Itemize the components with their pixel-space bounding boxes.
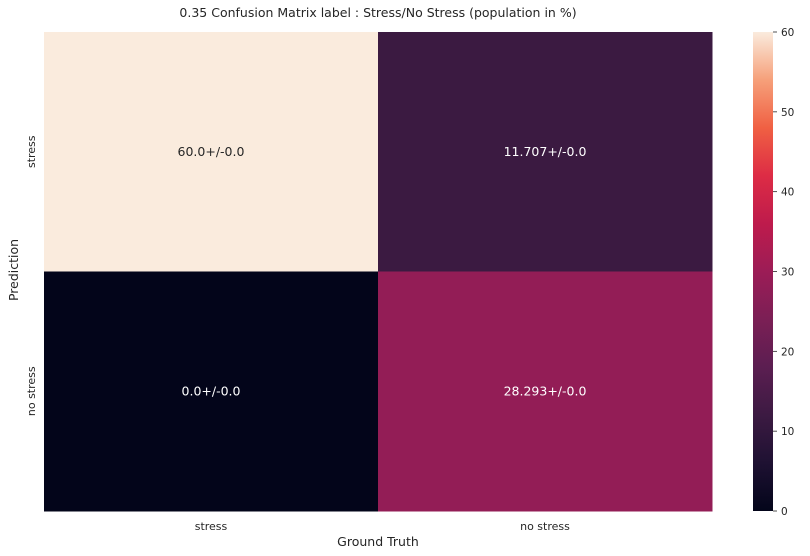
chart-title: 0.35 Confusion Matrix label : Stress/No … <box>179 5 576 20</box>
x-axis-label: Ground Truth <box>337 534 419 549</box>
x-tick-label: no stress <box>520 520 570 533</box>
heatmap-cell-labels: 60.0+/-0.0 11.707+/-0.0 0.0+/-0.0 28.293+/-… <box>178 144 587 399</box>
colorbar-tick-label: 40 <box>781 187 794 199</box>
heatmap-cells <box>44 32 713 512</box>
colorbar <box>753 32 773 511</box>
cell-annotation: 28.293+/-0.0 <box>504 383 587 398</box>
x-tick-labels: stress no stress <box>195 520 570 533</box>
colorbar-ticks: 0 10 20 30 40 50 60 <box>773 27 794 518</box>
cell-annotation: 60.0+/-0.0 <box>178 144 245 159</box>
colorbar-tick-label: 50 <box>781 107 794 119</box>
heatmap-cell <box>44 271 379 512</box>
colorbar-tick-label: 60 <box>781 27 794 39</box>
heatmap-cell <box>44 32 379 272</box>
heatmap-cell <box>378 271 713 512</box>
y-axis-label: Prediction <box>6 239 21 301</box>
colorbar-tick-label: 0 <box>781 506 788 518</box>
cell-annotation: 11.707+/-0.0 <box>504 144 587 159</box>
y-tick-label: stress <box>25 135 38 168</box>
cell-annotation: 0.0+/-0.0 <box>182 383 241 398</box>
x-tick-label: stress <box>195 520 228 533</box>
heatmap-cell <box>378 32 713 272</box>
y-tick-labels: stress no stress <box>25 135 38 416</box>
colorbar-tick-label: 20 <box>781 346 794 358</box>
y-tick-label: no stress <box>25 366 38 416</box>
colorbar-tick-label: 30 <box>781 267 794 279</box>
colorbar-tick-label: 10 <box>781 426 794 438</box>
